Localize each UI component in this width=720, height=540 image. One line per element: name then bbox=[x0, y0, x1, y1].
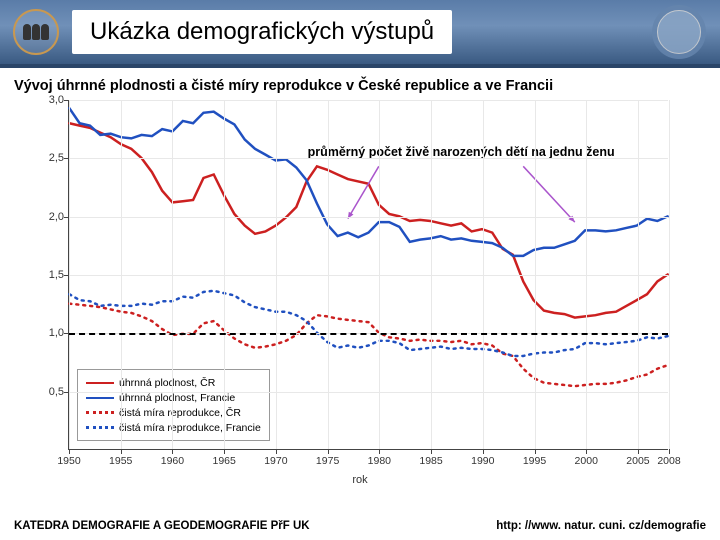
footer-left: KATEDRA DEMOGRAFIE A GEODEMOGRAFIE PřF U… bbox=[14, 520, 310, 532]
chart: úp, čmr průměrný počet živě narozených d… bbox=[0, 100, 720, 500]
ytick: 0,5 bbox=[24, 386, 64, 398]
xtick: 1965 bbox=[212, 455, 235, 467]
ytick: 3,0 bbox=[24, 94, 64, 106]
ytick: 2,0 bbox=[24, 211, 64, 223]
xtick: 1995 bbox=[523, 455, 546, 467]
xtick: 2008 bbox=[657, 455, 680, 467]
header-bar: Ukázka demografických výstupů bbox=[0, 0, 720, 68]
xtick: 1960 bbox=[161, 455, 184, 467]
xtick: 2005 bbox=[626, 455, 649, 467]
series-úhrnná plodnost, Francie bbox=[69, 108, 667, 256]
xtick: 1980 bbox=[368, 455, 391, 467]
xtick: 1950 bbox=[57, 455, 80, 467]
page-title: Ukázka demografických výstupů bbox=[72, 10, 452, 54]
footer: KATEDRA DEMOGRAFIE A GEODEMOGRAFIE PřF U… bbox=[0, 516, 720, 536]
ytick: 1,0 bbox=[24, 327, 64, 339]
xtick: 1970 bbox=[264, 455, 287, 467]
annotation-text: průměrný počet živě narozených dětí na j… bbox=[308, 145, 615, 159]
ytick: 1,5 bbox=[24, 269, 64, 281]
ytick: 2,5 bbox=[24, 152, 64, 164]
xtick: 1975 bbox=[316, 455, 339, 467]
xtick: 1990 bbox=[471, 455, 494, 467]
plot-area: průměrný počet živě narozených dětí na j… bbox=[68, 100, 668, 450]
x-axis-label: rok bbox=[352, 474, 367, 486]
xtick: 2000 bbox=[575, 455, 598, 467]
chart-subtitle: Vývoj úhrnné plodnosti a čisté míry repr… bbox=[0, 68, 720, 100]
xtick: 1985 bbox=[419, 455, 442, 467]
logo-right bbox=[652, 5, 706, 59]
footer-right: http: //www. natur. cuni. cz/demografie bbox=[496, 520, 706, 532]
xtick: 1955 bbox=[109, 455, 132, 467]
logo-left bbox=[12, 8, 60, 56]
